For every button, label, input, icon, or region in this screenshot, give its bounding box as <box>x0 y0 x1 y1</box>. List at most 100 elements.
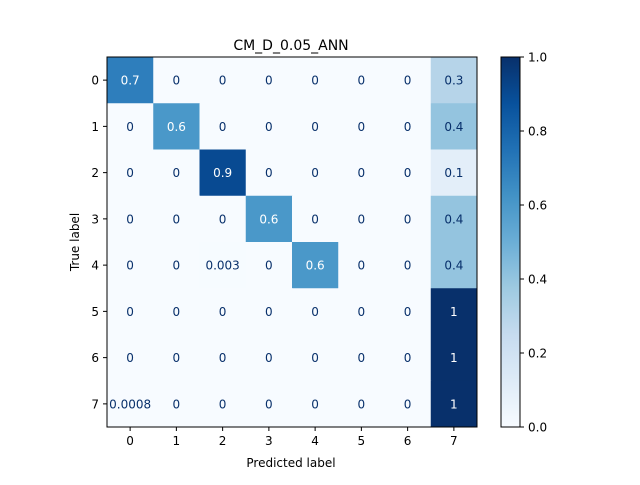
cell-value-label: 0.6 <box>306 259 325 273</box>
cell-value-label: 0 <box>173 351 181 365</box>
cell-value-label: 0.4 <box>444 259 463 273</box>
plot-frame <box>106 56 478 428</box>
heatmap-cell <box>292 57 339 104</box>
cell-value-label: 0 <box>404 120 412 134</box>
x-tick-label: 0 <box>126 434 134 448</box>
heatmap-cell <box>199 242 247 289</box>
cell-value-label: 0 <box>126 305 134 319</box>
heatmap-cell <box>199 103 247 150</box>
heatmap-cell <box>245 334 293 382</box>
heatmap-cell <box>245 103 293 150</box>
cell-value-label: 0.9 <box>213 166 232 180</box>
heatmap-cell <box>153 57 200 104</box>
heatmap-cell <box>430 195 478 243</box>
cell-value-label: 0.003 <box>205 259 239 273</box>
cell-value-label: 0.3 <box>444 74 463 88</box>
cell-value-label: 0 <box>265 120 273 134</box>
cell-value-label: 0 <box>404 305 412 319</box>
heatmap-cell <box>384 149 432 197</box>
heatmap-cell <box>245 242 293 289</box>
cell-value-label: 1 <box>450 305 458 319</box>
y-tick-label: 3 <box>91 212 99 226</box>
heatmap-cell <box>153 242 200 289</box>
cell-value-label: 0 <box>404 166 412 180</box>
cell-value-label: 0.4 <box>444 212 463 226</box>
x-tick-label: 1 <box>173 434 181 448</box>
cell-value-label: 0 <box>173 259 181 273</box>
heatmap-cell <box>199 195 247 243</box>
heatmap-cell <box>430 380 478 428</box>
heatmap-cell <box>384 242 432 289</box>
heatmap-cell <box>199 149 247 197</box>
heatmap-cell <box>292 149 339 197</box>
heatmap-cell <box>338 288 385 335</box>
cell-value-label: 0 <box>219 212 227 226</box>
heatmap-cell <box>430 149 478 197</box>
heatmap-cell <box>107 334 154 382</box>
heatmap-cell <box>292 380 339 428</box>
cell-value-label: 0 <box>126 120 134 134</box>
heatmap-cell <box>292 103 339 150</box>
heatmap-cell <box>430 242 478 289</box>
cell-value-label: 0 <box>265 166 273 180</box>
heatmap-cell <box>153 288 200 335</box>
heatmap-cell <box>153 380 200 428</box>
cell-value-label: 0 <box>173 212 181 226</box>
cell-value-label: 0 <box>358 166 366 180</box>
heatmap-cell <box>292 242 339 289</box>
y-axis-ticks: 0 1 2 3 4 5 6 7 <box>91 74 107 411</box>
cell-value-label: 0 <box>358 120 366 134</box>
cell-value-label: 0 <box>404 351 412 365</box>
cell-value-label: 0 <box>173 74 181 88</box>
heatmap-cell <box>245 149 293 197</box>
heatmap-cell <box>153 334 200 382</box>
colorbar-tick-label: 1.0 <box>528 51 547 65</box>
heatmap-cell <box>245 380 293 428</box>
heatmap-cell <box>107 103 154 150</box>
heatmap-cell <box>199 288 247 335</box>
cell-value-label: 0 <box>358 305 366 319</box>
y-tick-label: 1 <box>91 120 99 134</box>
cell-value-label: 0.7 <box>121 74 140 88</box>
cell-value-label: 0 <box>311 166 319 180</box>
heatmap-cell <box>292 288 339 335</box>
colorbar-tick-label: 0.8 <box>528 125 547 139</box>
cell-value-label: 0 <box>173 166 181 180</box>
cell-value-label: 0 <box>404 259 412 273</box>
cell-value-label: 0.4 <box>444 120 463 134</box>
cell-value-label: 0 <box>219 74 227 88</box>
cell-value-label: 0 <box>311 74 319 88</box>
heatmap-cell <box>107 149 154 197</box>
cell-value-label: 0 <box>404 212 412 226</box>
colorbar-tick-label: 0.0 <box>528 421 547 435</box>
heatmap-cell <box>245 195 293 243</box>
heatmap-cell <box>430 288 478 335</box>
cell-value-label: 0 <box>126 259 134 273</box>
cell-value-label: 0 <box>219 305 227 319</box>
cell-value-label: 0 <box>173 397 181 411</box>
cell-value-label: 0 <box>311 397 319 411</box>
colorbar-tick-label: 0.6 <box>528 199 547 213</box>
cell-value-label: 0 <box>311 212 319 226</box>
y-tick-label: 0 <box>91 74 99 88</box>
cell-value-label: 0 <box>219 120 227 134</box>
colorbar-tick-label: 0.2 <box>528 347 547 361</box>
heatmap-cell <box>199 57 247 104</box>
cell-value-label: 0 <box>219 351 227 365</box>
cell-value-label: 0 <box>404 397 412 411</box>
heatmap-cell <box>107 242 154 289</box>
heatmap-cell <box>107 57 154 104</box>
heatmap-cell <box>384 103 432 150</box>
heatmap-cell <box>430 57 478 104</box>
cell-value-label: 0 <box>265 259 273 273</box>
x-axis-label: Predicted label <box>246 456 335 470</box>
heatmap-cell <box>292 195 339 243</box>
heatmap-cell <box>107 288 154 335</box>
heatmap-cell <box>384 195 432 243</box>
cell-value-label: 0 <box>358 351 366 365</box>
x-tick-label: 4 <box>311 434 319 448</box>
x-tick-label: 7 <box>450 434 458 448</box>
cell-value-label: 0.6 <box>167 120 186 134</box>
y-tick-label: 6 <box>91 351 99 365</box>
